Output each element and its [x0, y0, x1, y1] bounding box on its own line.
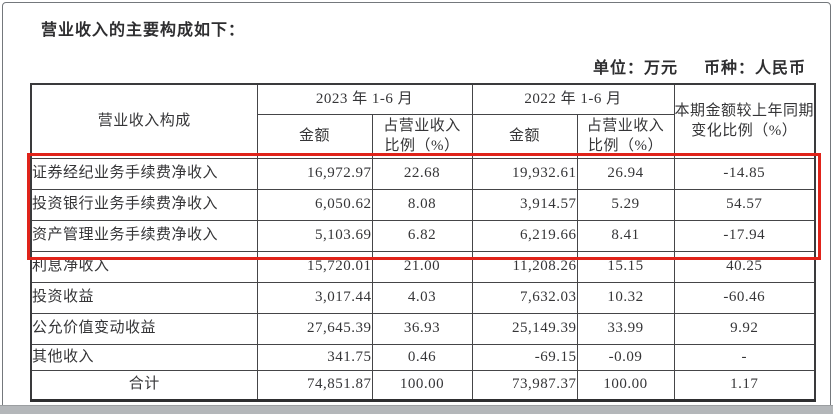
cell-ratio-2022: 15.15 — [576, 251, 675, 283]
cell-amount-2023: 341.75 — [256, 344, 373, 371]
unit-label: 单位：万元 — [592, 60, 678, 77]
cell-amount-2022: 25,149.39 — [471, 313, 578, 345]
table-row: 投资银行业务手续费净收入 6,050.62 8.08 3,914.57 5.29… — [30, 189, 816, 221]
cell-ratio-2022: 33.99 — [576, 313, 675, 345]
cell-ratio-2022: -0.09 — [576, 344, 675, 371]
table-row: 投资收益 3,017.44 4.03 7,632.03 10.32 -60.46 — [30, 282, 816, 314]
table-row: 资产管理业务手续费净收入 5,103.69 6.82 6,219.66 8.41… — [30, 220, 816, 252]
header-ratio-2023: 占营业收入比例（%） — [371, 114, 473, 159]
header-ratio-2022: 占营业收入比例（%） — [576, 114, 675, 159]
row-label: 投资收益 — [30, 282, 258, 314]
header-amount-2022: 金额 — [471, 114, 578, 159]
cell-amount-2023: 3,017.44 — [256, 282, 373, 314]
header-period-2023: 2023 年 1-6 月 — [256, 83, 473, 115]
row-label: 投资银行业务手续费净收入 — [30, 189, 258, 221]
cell-yoy-change: -60.46 — [673, 282, 816, 314]
header-period-2022: 2022 年 1-6 月 — [471, 83, 675, 115]
header-composition: 营业收入构成 — [30, 83, 258, 159]
cell-amount-2023: 16,972.97 — [256, 158, 373, 190]
row-label: 利息净收入 — [30, 251, 258, 283]
cell-yoy-change: -17.94 — [673, 220, 816, 252]
cell-ratio-2022: 100.00 — [576, 370, 675, 401]
cell-ratio-2023: 0.46 — [371, 344, 473, 371]
cell-amount-2022: 7,632.03 — [471, 282, 578, 314]
revenue-composition-table: 营业收入构成 2023 年 1-6 月 2022 年 1-6 月 本期金额较上年… — [30, 83, 816, 402]
row-label: 资产管理业务手续费净收入 — [30, 220, 258, 252]
cell-amount-2023: 6,050.62 — [256, 189, 373, 221]
cell-amount-2023: 74,851.87 — [256, 370, 373, 401]
table-row: 公允价值变动收益 27,645.39 36.93 25,149.39 33.99… — [30, 313, 816, 345]
header-amount-2023: 金额 — [256, 114, 373, 159]
cell-ratio-2023: 36.93 — [371, 313, 473, 345]
cell-yoy-change: 40.25 — [673, 251, 816, 283]
cell-ratio-2023: 21.00 — [371, 251, 473, 283]
cell-yoy-change: 1.17 — [673, 370, 816, 401]
table-header-row-periods: 营业收入构成 2023 年 1-6 月 2022 年 1-6 月 本期金额较上年… — [30, 83, 816, 159]
table-header-row-measures: 金额 占营业收入比例（%） 金额 占营业收入比例（%） — [31, 114, 815, 159]
cell-ratio-2022: 5.29 — [576, 189, 675, 221]
cell-amount-2022: 6,219.66 — [471, 220, 578, 252]
total-label: 合计 — [30, 370, 258, 401]
currency-label: 币种：人民币 — [703, 60, 806, 77]
header-yoy-change: 本期金额较上年同期变化比例（%） — [673, 83, 816, 159]
cell-amount-2022: 73,987.37 — [471, 370, 578, 401]
cell-amount-2022: 19,932.61 — [471, 158, 578, 190]
table-row: 利息净收入 15,720.01 21.00 11,208.26 15.15 40… — [30, 251, 816, 283]
cell-ratio-2023: 8.08 — [371, 189, 473, 221]
cell-ratio-2022: 10.32 — [576, 282, 675, 314]
table-row: 证券经纪业务手续费净收入 16,972.97 22.68 19,932.61 2… — [30, 158, 816, 190]
cell-amount-2022: 3,914.57 — [471, 189, 578, 221]
row-label: 证券经纪业务手续费净收入 — [30, 158, 258, 190]
table-total-row: 合计 74,851.87 100.00 73,987.37 100.00 1.1… — [30, 370, 816, 401]
cell-yoy-change: - — [673, 344, 816, 371]
cell-amount-2023: 27,645.39 — [256, 313, 373, 345]
table-row: 其他收入 341.75 0.46 -69.15 -0.09 - — [30, 344, 816, 371]
cell-yoy-change: 54.57 — [673, 189, 816, 221]
cell-ratio-2023: 6.82 — [371, 220, 473, 252]
cell-yoy-change: 9.92 — [673, 313, 816, 345]
cell-amount-2023: 15,720.01 — [256, 251, 373, 283]
cell-amount-2022: 11,208.26 — [471, 251, 578, 283]
cell-ratio-2023: 22.68 — [371, 158, 473, 190]
cell-ratio-2022: 26.94 — [576, 158, 675, 190]
cell-ratio-2023: 100.00 — [371, 370, 473, 401]
cell-amount-2023: 5,103.69 — [256, 220, 373, 252]
cell-ratio-2023: 4.03 — [371, 282, 473, 314]
unit-currency-line: 单位：万元 币种：人民币 — [593, 54, 806, 78]
cell-yoy-change: -14.85 — [673, 158, 816, 190]
row-label: 其他收入 — [30, 344, 258, 371]
cell-amount-2022: -69.15 — [471, 344, 578, 371]
page-title: 营业收入的主要构成如下： — [41, 22, 246, 39]
page-bottom-edge — [0, 405, 833, 414]
row-label: 公允价值变动收益 — [30, 313, 258, 345]
cell-ratio-2022: 8.41 — [576, 220, 675, 252]
